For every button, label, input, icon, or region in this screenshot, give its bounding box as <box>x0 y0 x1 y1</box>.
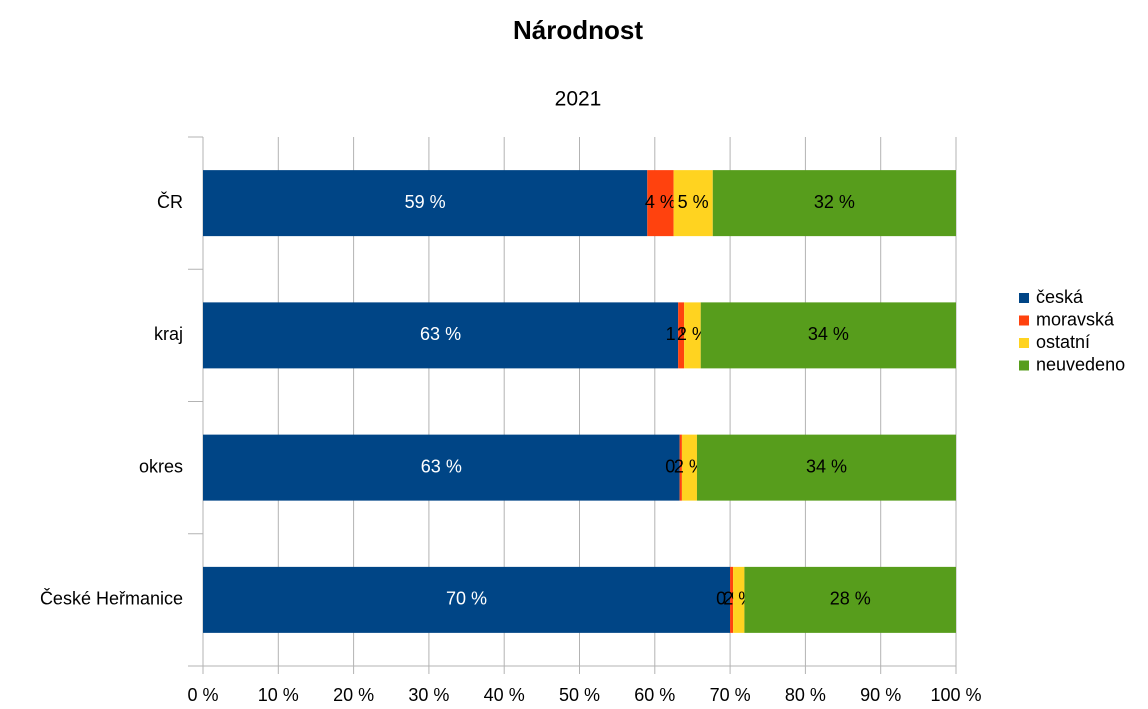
legend-label: neuvedeno <box>1036 354 1125 374</box>
bar-segment <box>203 170 648 237</box>
bar-segment <box>730 566 734 633</box>
bar-segment <box>681 434 697 501</box>
bar-segment <box>733 566 745 633</box>
data-label: 70 % <box>446 589 487 609</box>
legend-label: česká <box>1036 287 1084 307</box>
x-tick-label: 40 % <box>484 685 525 705</box>
x-tick-label: 30 % <box>408 685 449 705</box>
bar-segment <box>203 434 680 501</box>
x-tick-label: 70 % <box>710 685 751 705</box>
bar-segment <box>203 302 679 369</box>
bar-segment <box>679 434 682 501</box>
data-label: 28 % <box>830 589 871 609</box>
x-tick-label: 80 % <box>785 685 826 705</box>
legend-swatch <box>1019 360 1029 371</box>
data-label: 63 % <box>421 456 462 476</box>
x-tick-label: 90 % <box>860 685 901 705</box>
y-tick-label: okres <box>139 456 183 476</box>
data-label: 4 % <box>645 192 676 212</box>
bar-segment <box>712 170 956 237</box>
y-tick-label: kraj <box>154 324 183 344</box>
legend-swatch <box>1019 293 1029 303</box>
legend-swatch <box>1019 338 1029 348</box>
x-tick-label: 100 % <box>930 685 981 705</box>
y-tick-label: ČR <box>157 191 183 212</box>
bar-segment <box>744 566 956 633</box>
data-label: 63 % <box>420 324 461 344</box>
x-tick-label: 0 % <box>187 685 218 705</box>
bar-segment <box>203 566 731 633</box>
data-label: 2 % <box>677 324 708 344</box>
data-label: 34 % <box>806 456 847 476</box>
bar-segment <box>696 434 956 501</box>
data-label: 59 % <box>405 192 446 212</box>
bar-segment <box>678 302 685 369</box>
chart-title: Národnost <box>513 15 643 45</box>
legend-label: moravská <box>1036 309 1115 329</box>
legend-swatch <box>1019 315 1029 326</box>
data-label: 32 % <box>814 192 855 212</box>
x-tick-label: 50 % <box>559 685 600 705</box>
data-label: 5 % <box>678 192 709 212</box>
bar-segment <box>673 170 713 237</box>
x-tick-label: 10 % <box>258 685 299 705</box>
x-tick-label: 20 % <box>333 685 374 705</box>
legend-label: ostatní <box>1036 332 1090 352</box>
bar-segment <box>684 302 701 369</box>
bar-segment <box>700 302 956 369</box>
chart-subtitle: 2021 <box>555 88 602 111</box>
x-tick-label: 60 % <box>634 685 675 705</box>
y-tick-label: České Heřmanice <box>40 588 183 609</box>
data-label: 34 % <box>808 324 849 344</box>
bar-segment <box>647 170 674 237</box>
